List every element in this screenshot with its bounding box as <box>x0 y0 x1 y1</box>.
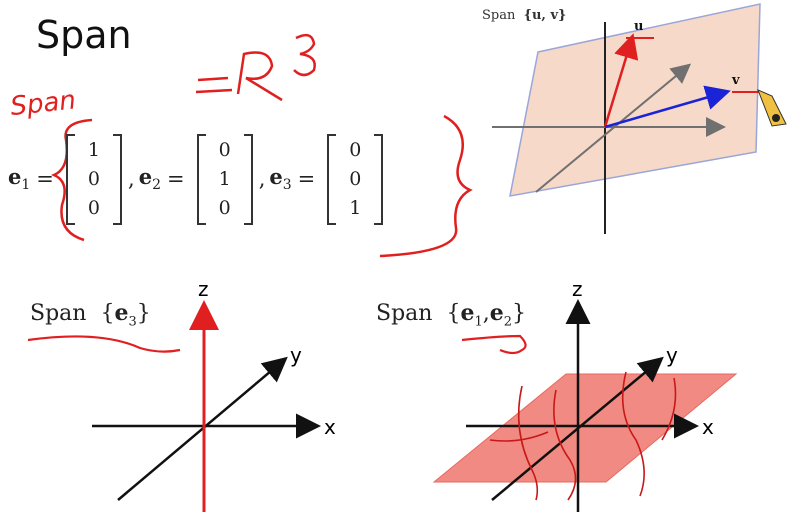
vector-e1-name: e1 <box>8 164 31 194</box>
vector-e2-matrix: 0 1 0 <box>196 133 253 225</box>
axis-z-label: z <box>572 277 583 301</box>
vector-e2-name: e2 <box>138 164 161 194</box>
plane-e1e2 <box>432 373 738 483</box>
matrix-entry: 0 <box>218 196 231 219</box>
ink-scribble <box>661 377 677 441</box>
axis-y-arrow <box>535 63 692 193</box>
vector-u-label: u <box>634 19 643 34</box>
handwritten-span-text: Span <box>9 85 77 122</box>
ink-scribble <box>553 389 577 501</box>
matrix-entry: 0 <box>87 196 100 219</box>
axis-y-arrow <box>117 356 288 501</box>
handwritten-underline-e3 <box>27 335 181 353</box>
matrix-entry: 1 <box>218 167 231 190</box>
equals-sign: = <box>36 167 54 191</box>
comma: , <box>258 167 266 191</box>
ink-scribble <box>621 371 645 497</box>
span-e3-label: Span {e3} <box>30 300 151 330</box>
axis-y-label: y <box>290 343 302 367</box>
plane-uv <box>509 3 761 197</box>
basis-vectors-row: e1 = 1 0 0 , e2 = 0 1 0 , e3 = 0 0 1 <box>8 124 478 234</box>
equals-sign: = <box>166 167 185 191</box>
handwritten-underline-e1e2 <box>461 334 527 355</box>
vector-e3-name: e3 <box>269 164 292 194</box>
pencil-cursor-icon <box>757 89 787 127</box>
vector-v-label: v <box>731 73 740 88</box>
handwritten-superscript-3 <box>293 33 316 77</box>
handwritten-right-brace <box>379 114 473 258</box>
handwritten-equals <box>195 76 233 94</box>
matrix-entry: 0 <box>349 167 362 190</box>
span-uv-label: Span {u, v} <box>482 8 567 23</box>
matrix-entry: 0 <box>87 167 100 190</box>
ink-scribble <box>517 385 539 501</box>
matrix-entry: 1 <box>349 196 362 219</box>
span-e1e2-label: Span {e1,e2} <box>376 300 527 330</box>
vector-v-arrow <box>604 85 731 129</box>
matrix-entry: 0 <box>349 138 362 161</box>
vector-e1-matrix: 1 0 0 <box>65 133 122 225</box>
matrix-entry: 1 <box>87 138 100 161</box>
axis-x-label: x <box>702 415 714 439</box>
vector-u-arrow <box>603 33 639 128</box>
axis-x-label: x <box>324 415 336 439</box>
handwritten-r-letter <box>236 51 283 102</box>
axis-z-label: z <box>198 277 209 301</box>
ink-scribble <box>489 431 549 442</box>
axis-y-label: y <box>666 343 678 367</box>
slide-title: Span <box>36 13 132 57</box>
matrix-entry: 0 <box>218 138 231 161</box>
comma: , <box>128 167 135 191</box>
handwritten-left-brace <box>50 118 93 242</box>
vector-e3-matrix: 0 0 1 <box>327 133 384 225</box>
equals-sign: = <box>297 167 316 191</box>
axis-y-arrow <box>491 356 664 501</box>
